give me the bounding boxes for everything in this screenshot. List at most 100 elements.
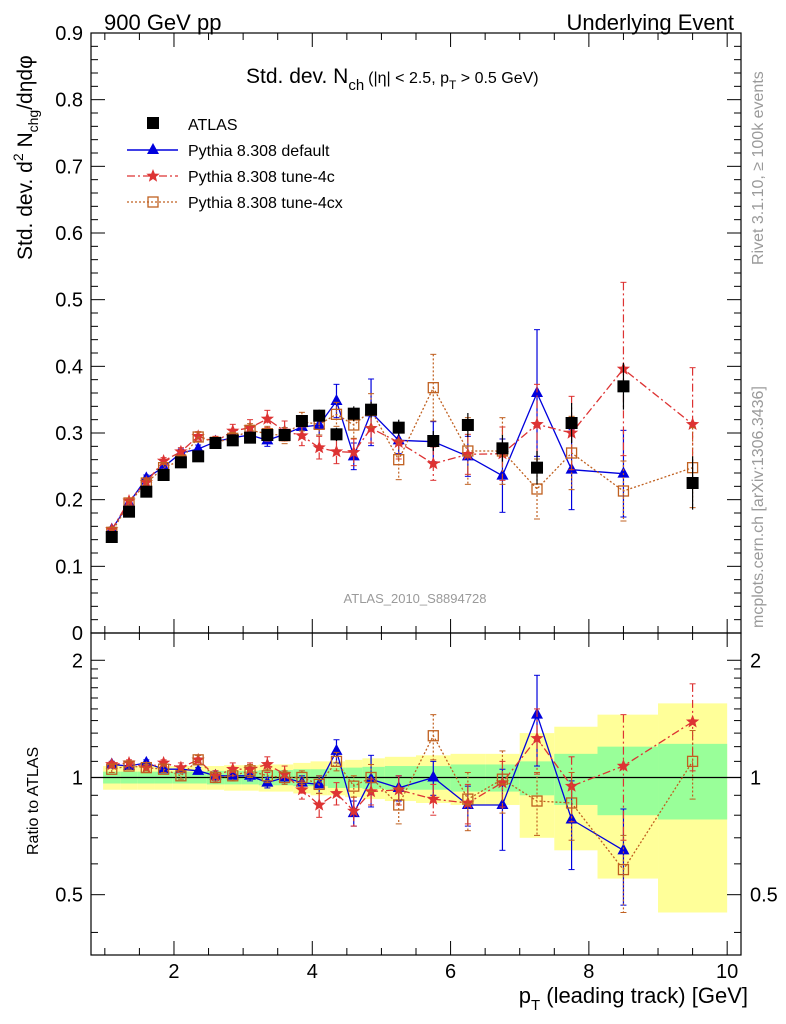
plot-title-cut-sub: T (449, 78, 457, 92)
ratio-point-default (192, 763, 205, 775)
ratio-y-title: Ratio to ATLAS (25, 747, 42, 855)
ratio-point-tune4cx (140, 761, 152, 774)
ratio-panel: 2 4 6 8 10 0.5 0.5 1 1 2 2 (55, 632, 778, 983)
y-title-sup: 2 (10, 153, 26, 161)
point-tune4c (329, 444, 344, 458)
ratio-point-default (313, 777, 326, 789)
x-title-sub: T (531, 997, 540, 1014)
ratio-point-tune4c (226, 762, 240, 775)
y-tick-label: 0.1 (55, 556, 83, 578)
ratio-point-tune4c (122, 755, 136, 769)
y-tick-label: 0.9 (55, 23, 83, 45)
ratio-point-tune4cx (192, 754, 204, 766)
legend-marker-tune4c (146, 169, 160, 182)
y-title-b: N (14, 132, 37, 153)
point-tune4cx (617, 485, 630, 497)
point-default (192, 442, 205, 453)
ratio-point-tune4cx (427, 730, 439, 742)
point-tune4c (461, 447, 475, 460)
ratio-point-tune4c (139, 760, 153, 774)
point-atlas (617, 380, 630, 393)
point-tune4c (295, 428, 309, 442)
ratio-point-tune4c (495, 775, 510, 789)
point-atlas (313, 409, 326, 422)
point-atlas (295, 415, 308, 427)
point-tune4c (364, 421, 378, 434)
ratio-point-default (427, 770, 440, 782)
ratio-point-tune4c (312, 798, 326, 811)
x-tick-label: 6 (445, 961, 456, 983)
y-tick-label: 0.4 (55, 356, 83, 378)
point-default (617, 466, 630, 478)
series-line-tune4cx (111, 386, 693, 533)
point-atlas (192, 450, 205, 463)
plot-title-cut: (|η| < 2.5, p (368, 70, 449, 87)
ratio-point-tune4c (260, 757, 274, 771)
rivet-label: Rivet 3.1.10, ≥ 100k events (750, 71, 767, 265)
point-atlas (330, 428, 343, 441)
point-tune4c (156, 454, 171, 467)
ratio-point-tune4cx (531, 795, 543, 807)
point-atlas (140, 485, 153, 498)
legend-label-tune4cx: Pythia 8.308 tune-4cx (188, 195, 343, 212)
y-tick-label: 0.3 (55, 423, 83, 445)
x-tick-label: 4 (307, 961, 318, 983)
point-tune4c (312, 440, 326, 454)
ratio-point-tune4cx (157, 763, 170, 775)
ratio-point-tune4c (278, 767, 292, 780)
plot-title-main: Std. dev. N (246, 65, 348, 88)
ratio-point-tune4c (530, 731, 544, 745)
x-tick-label: 10 (716, 961, 738, 983)
point-tune4cx (192, 431, 204, 443)
point-tune4c (174, 444, 188, 458)
legend-marker-default (147, 143, 159, 154)
plot-title: Std. dev. Nch (|η| < 2.5, pT > 0.5 GeV) (246, 65, 539, 94)
x-title-b: (leading track) [GeV] (540, 983, 748, 1008)
point-atlas (226, 434, 239, 447)
point-tune4cx (393, 454, 405, 466)
ratio-point-tune4cx (365, 771, 377, 784)
point-atlas (461, 419, 474, 431)
point-atlas (261, 429, 274, 441)
ratio-point-tune4c (329, 786, 344, 800)
ratio-point-tune4cx (496, 773, 509, 785)
point-tune4cx (565, 447, 578, 459)
ratio-point-tune4cx (686, 755, 699, 768)
ratio-line-tune4cx (111, 734, 694, 871)
ratio-point-tune4cx (565, 797, 578, 809)
x-tick-label: 2 (168, 961, 179, 983)
point-atlas (105, 531, 118, 543)
ratio-point-tune4cx (330, 755, 343, 768)
point-tune4cx (462, 445, 474, 457)
ratio-point-tune4cx (227, 770, 239, 782)
point-atlas (157, 469, 170, 481)
point-atlas (686, 477, 699, 489)
analysis-label: ATLAS_2010_S8894728 (344, 591, 487, 606)
point-tune4c (226, 424, 240, 437)
ratio-point-tune4c (616, 759, 631, 772)
point-atlas (123, 505, 136, 518)
ratio-point-tune4c (426, 792, 440, 805)
legend-marker-tune4cx (147, 196, 159, 208)
ratio-point-tune4c (295, 782, 309, 796)
legend: ATLAS Pythia 8.308 default Pythia 8.308 … (127, 117, 343, 212)
legend-marker-atlas (147, 117, 159, 129)
legend-label-atlas: ATLAS (188, 117, 238, 134)
point-tune4c (685, 417, 700, 430)
ratio-point-tune4cx (123, 760, 135, 772)
point-atlas (244, 431, 257, 444)
ratio-point-tune4cx (313, 778, 325, 791)
point-tune4c (347, 445, 361, 458)
x-tick-label: 8 (583, 961, 594, 983)
y-tick-label: 0.2 (55, 490, 83, 512)
point-atlas (347, 407, 360, 420)
ratio-point-tune4cx (175, 770, 187, 782)
point-tune4c (260, 412, 274, 425)
ratio-point-tune4cx (261, 770, 273, 782)
ratio-tick-label: 2 (72, 650, 83, 672)
point-atlas (392, 421, 405, 434)
ratio-point-tune4cx (617, 863, 630, 876)
ratio-point-tune4c (347, 804, 361, 817)
ratio-tick-label-right: 0.5 (750, 885, 778, 907)
